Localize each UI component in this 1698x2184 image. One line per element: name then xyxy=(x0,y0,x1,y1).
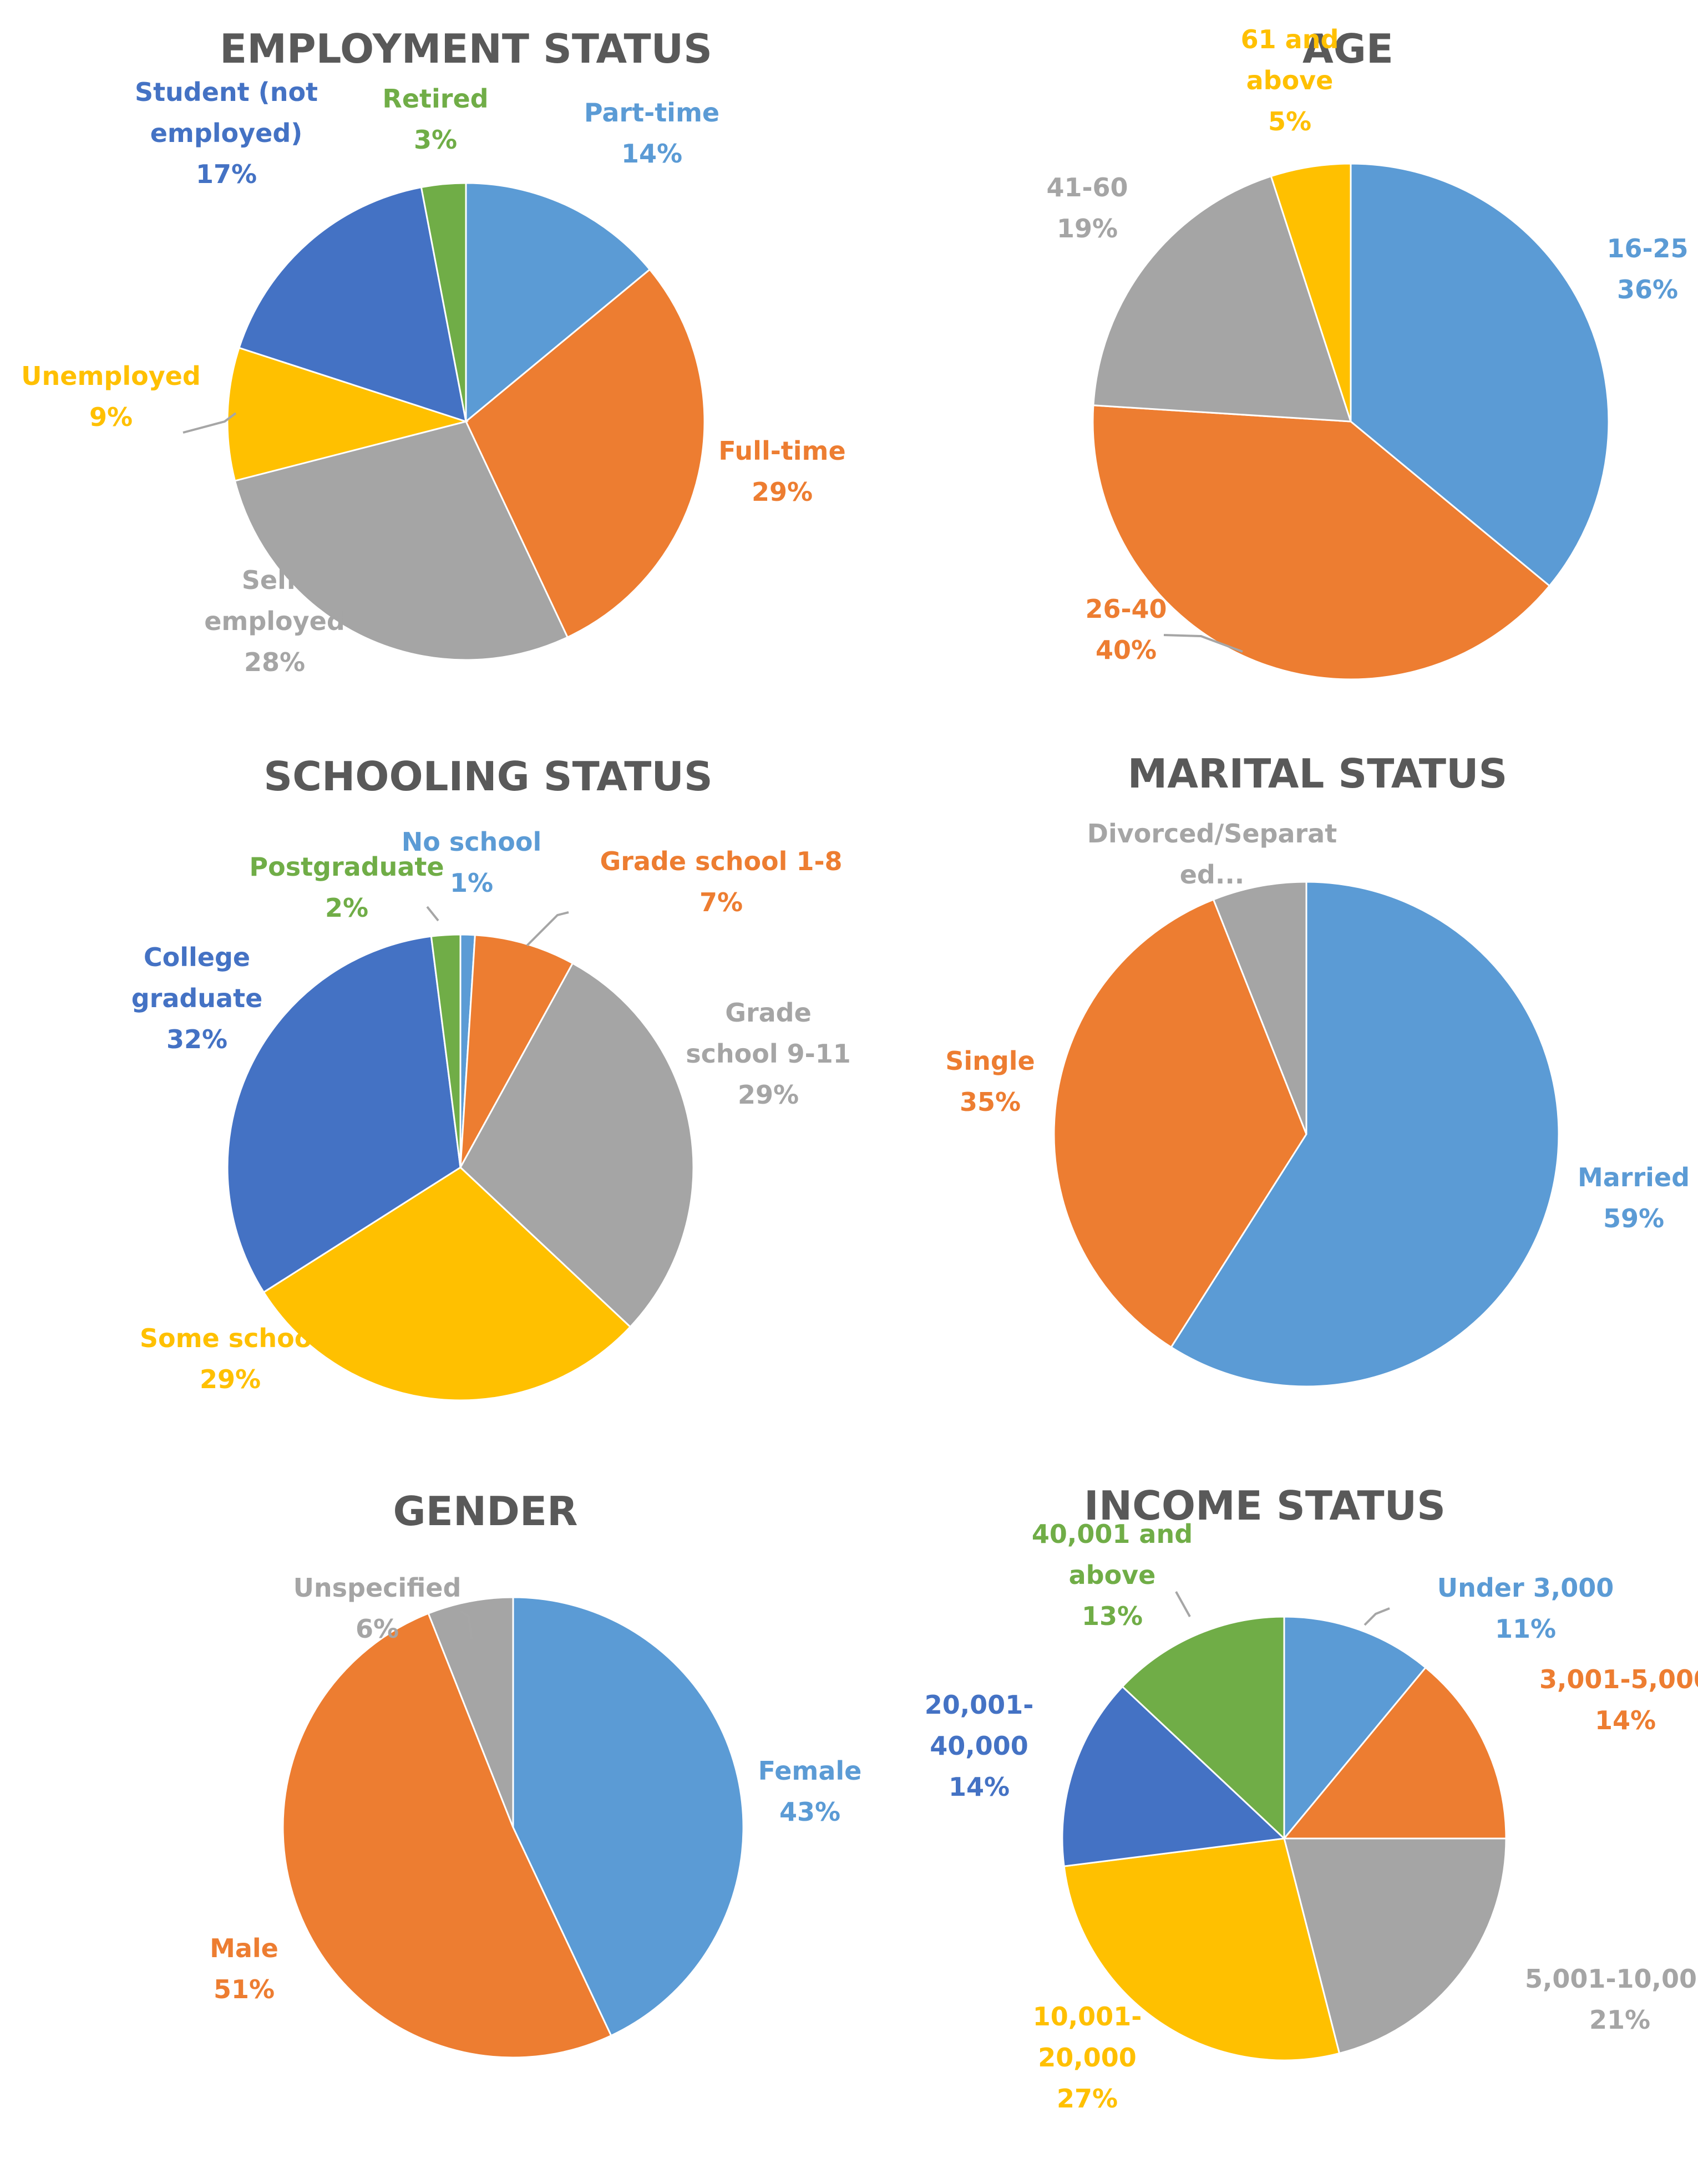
income-status-data-label-20-001-40-000: 20,001-40,000 14% xyxy=(925,1690,1034,1802)
income-status-data-label-40-001-and-above: 40,001 and above 13% xyxy=(1032,1519,1193,1631)
age-leader-line-26-40 xyxy=(1163,634,1243,653)
income-status-slice-20-001-40-000 xyxy=(1061,1685,1286,1867)
employment-status-data-label-unemployed: Unemployed 9% xyxy=(21,361,201,432)
marital-status-slice-married xyxy=(1170,881,1560,1388)
schooling-status-slice-grade-school-1-8 xyxy=(459,934,574,1168)
employment-status-title: EMPLOYMENT STATUS xyxy=(220,26,712,72)
income-status-pie-chart: INCOME STATUS Under 3,000 11% 3,001-5,000 14… xyxy=(925,1482,1698,2114)
age-slice-41-60 xyxy=(1092,175,1352,423)
schooling-status-slice-grade-school-9-11 xyxy=(459,962,695,1328)
income-status-data-label-5-001-10-000: 5,001-10,000 21% xyxy=(1525,1964,1698,2035)
schooling-status-data-label-no-school: No school 1% xyxy=(402,827,541,898)
employment-status-data-label-self-employed: Self-employed 28% xyxy=(204,565,345,677)
age-pie-chart: AGE 16-25 36% 26-40 40% 41-60 19% 61 and above 5% xyxy=(1046,24,1689,680)
age-data-label-16-25: 16-25 36% xyxy=(1606,233,1688,304)
employment-status-slice-self-employed xyxy=(234,420,569,661)
age-slice-61-and-above xyxy=(1270,162,1352,422)
employment-status-data-label-retired: Retired 3% xyxy=(382,84,488,155)
schooling-status-slice-college-graduate xyxy=(226,935,462,1294)
age-slice-16-25 xyxy=(1350,162,1610,587)
schooling-status-data-label-some-school: Some school 29% xyxy=(140,1323,321,1394)
schooling-status-data-label-grade-school-1-8: Grade school 1-8 7% xyxy=(600,846,842,917)
age-slice-26-40 xyxy=(1092,404,1551,680)
employment-status-slice-student-not-employed xyxy=(238,186,467,423)
income-status-title: INCOME STATUS xyxy=(1084,1482,1446,1529)
marital-status-pie-chart: MARITAL STATUS Married 59% Single 35% Divorce… xyxy=(945,750,1690,1388)
employment-status-pie-chart: EMPLOYMENT STATUS Part-time 14% Full-time 29… xyxy=(21,26,846,677)
employment-status-slice-unemployed xyxy=(226,347,469,482)
marital-status-title: MARITAL STATUS xyxy=(1128,750,1508,797)
income-status-slice-10-001-20-000 xyxy=(1063,1837,1341,2061)
employment-status-data-label-student-not-employed: Student (not employed) 17% xyxy=(135,77,318,189)
schooling-status-slice-some-school xyxy=(262,1166,632,1401)
gender-pie-chart: GENDER Female 43% Male 51% Unspecified 6% xyxy=(210,1488,862,2059)
schooling-status-pie-chart: SCHOOLING STATUS No school 1% Grade school … xyxy=(131,753,851,1401)
marital-status-data-label-single: Single 35% xyxy=(945,1046,1035,1117)
age-data-label-41-60: 41-60 19% xyxy=(1046,172,1128,243)
income-status-leader-line-40-001-and-above xyxy=(1175,1591,1191,1617)
marital-status-slice-single xyxy=(1053,898,1307,1349)
income-status-slice-5-001-10-000 xyxy=(1283,1837,1507,2055)
employment-status-leader-line-unemployed xyxy=(183,412,237,434)
age-data-label-26-40: 26-40 40% xyxy=(1085,594,1167,665)
gender-slice-unspecified xyxy=(427,1596,514,1828)
income-status-data-label-10-001-20-000: 10,001-20,000 27% xyxy=(1033,2002,1142,2114)
schooling-status-leader-line-grade-school-1-8 xyxy=(526,911,569,947)
employment-status-slice-retired xyxy=(420,182,467,422)
gender-slice-male xyxy=(282,1612,612,2059)
income-status-slice-under-3-000 xyxy=(1283,1616,1427,1841)
gender-slice-female xyxy=(512,1596,744,2037)
gender-data-label-female: Female 43% xyxy=(758,1756,862,1827)
marital-status-data-label-married: Married 59% xyxy=(1578,1162,1690,1233)
income-status-data-label-3-001-5-000: 3,001-5,000 14% xyxy=(1539,1664,1698,1735)
schooling-status-title: SCHOOLING STATUS xyxy=(263,753,712,800)
schooling-status-slice-postgraduate xyxy=(430,933,462,1168)
marital-status-data-label-divorced-separat-ed: Divorced/Separat ed... xyxy=(1087,819,1337,890)
age-title: AGE xyxy=(1302,26,1393,72)
income-status-slice-40-001-and-above xyxy=(1121,1616,1285,1841)
schooling-status-data-label-college-graduate: College graduate 32% xyxy=(131,942,263,1054)
gender-title: GENDER xyxy=(393,1488,578,1535)
gender-data-label-male: Male 51% xyxy=(210,1933,278,2004)
income-status-leader-line-under-3-000 xyxy=(1364,1607,1390,1626)
employment-status-data-label-part-time: Part-time 14% xyxy=(584,98,719,169)
income-status-slice-3-001-5-000 xyxy=(1282,1666,1507,1840)
age-data-label-61-and-above: 61 and above 5% xyxy=(1241,24,1339,136)
schooling-status-data-label-grade-school-9-11: Grade school 9-11 29% xyxy=(686,998,851,1110)
schooling-status-data-label-postgraduate: Postgraduate 2% xyxy=(249,852,444,923)
gender-leader-line-unspecified xyxy=(459,1610,473,1639)
employment-status-data-label-full-time: Full-time 29% xyxy=(718,436,845,507)
employment-status-slice-full-time xyxy=(465,268,706,639)
gender-data-label-unspecified: Unspecified 6% xyxy=(293,1573,462,1644)
schooling-status-leader-line-postgraduate xyxy=(426,906,439,922)
marital-status-slice-divorced-separat-ed xyxy=(1212,881,1307,1135)
income-status-data-label-under-3-000: Under 3,000 11% xyxy=(1437,1573,1614,1644)
employment-status-slice-part-time xyxy=(465,182,651,424)
